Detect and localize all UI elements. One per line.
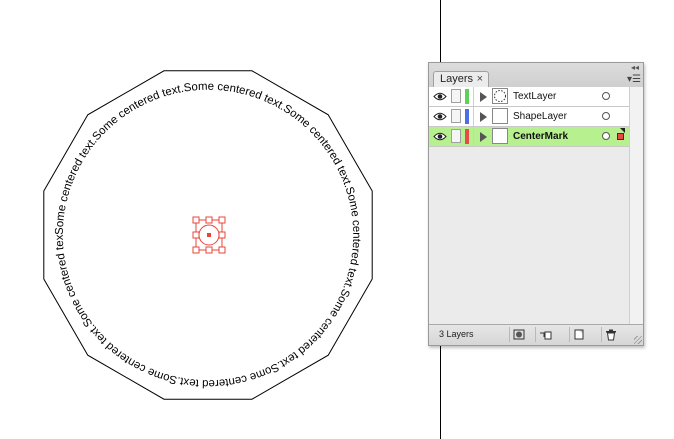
lock-toggle[interactable] (451, 89, 461, 103)
eye-icon[interactable] (433, 111, 447, 122)
tab-layers[interactable]: Layers × (433, 71, 489, 87)
layers-panel: ◂◂ Layers × ▾☰ TextLayer ShapeLa (428, 62, 644, 346)
new-layer-icon (574, 329, 584, 340)
layer-color-indicator (465, 109, 469, 124)
close-icon[interactable]: × (476, 73, 483, 85)
layer-color-indicator (465, 89, 469, 104)
dodecagon-shape[interactable] (43, 70, 373, 400)
layer-name[interactable]: CenterMark (513, 131, 569, 142)
clipping-mask-icon (513, 329, 525, 340)
panel-footer: 3 Layers (429, 324, 643, 345)
target-circle-icon[interactable] (602, 112, 610, 120)
current-layer-triangle-icon (620, 128, 625, 133)
delete-layer-button[interactable] (601, 327, 619, 342)
selected-art-indicator[interactable] (617, 133, 624, 140)
resize-grip[interactable] (634, 336, 642, 344)
sublayer-icon (540, 331, 552, 340)
layer-row-shapelayer[interactable]: ShapeLayer (429, 107, 629, 127)
layer-thumbnail (492, 88, 508, 104)
layer-thumbnail (492, 108, 508, 124)
center-point (207, 233, 211, 237)
target-circle-icon[interactable] (602, 132, 610, 140)
layer-thumbnail (492, 128, 508, 144)
text-on-path[interactable]: Some centered text.Some centered text.So… (0, 0, 362, 389)
layer-name[interactable]: TextLayer (513, 91, 557, 102)
create-new-layer-button[interactable] (569, 327, 587, 342)
trash-icon (606, 329, 616, 341)
divider (473, 107, 474, 126)
path-text-content: Some centered text.Some centered text.So… (0, 0, 362, 389)
panel-menu-icon[interactable]: ▾☰ (627, 74, 641, 85)
expand-arrow-icon[interactable] (480, 92, 487, 102)
make-clipping-mask-button[interactable] (509, 327, 527, 342)
scrollbar[interactable] (629, 87, 643, 325)
expand-arrow-icon[interactable] (480, 112, 487, 122)
create-sublayer-button[interactable] (535, 327, 553, 342)
layer-count: 3 Layers (439, 329, 474, 339)
target-circle-icon[interactable] (602, 92, 610, 100)
layers-list: TextLayer ShapeLayer CenterMark (429, 87, 629, 325)
divider (473, 127, 474, 146)
selection-handles[interactable] (192, 216, 226, 254)
layer-row-textlayer[interactable]: TextLayer (429, 87, 629, 107)
tab-layers-label: Layers (440, 73, 474, 85)
layer-row-centermark[interactable]: CenterMark (429, 127, 629, 147)
layer-name[interactable]: ShapeLayer (513, 111, 567, 122)
panel-header: ◂◂ Layers × ▾☰ (429, 63, 643, 88)
lock-toggle[interactable] (451, 109, 461, 123)
collapse-panel-button[interactable]: ◂◂ (630, 63, 639, 72)
lock-toggle[interactable] (451, 129, 461, 143)
center-mark[interactable] (192, 216, 226, 254)
eye-icon[interactable] (433, 91, 447, 102)
expand-arrow-icon[interactable] (480, 132, 487, 142)
eye-icon[interactable] (433, 131, 447, 142)
layer-color-indicator (465, 129, 469, 144)
divider (473, 87, 474, 106)
